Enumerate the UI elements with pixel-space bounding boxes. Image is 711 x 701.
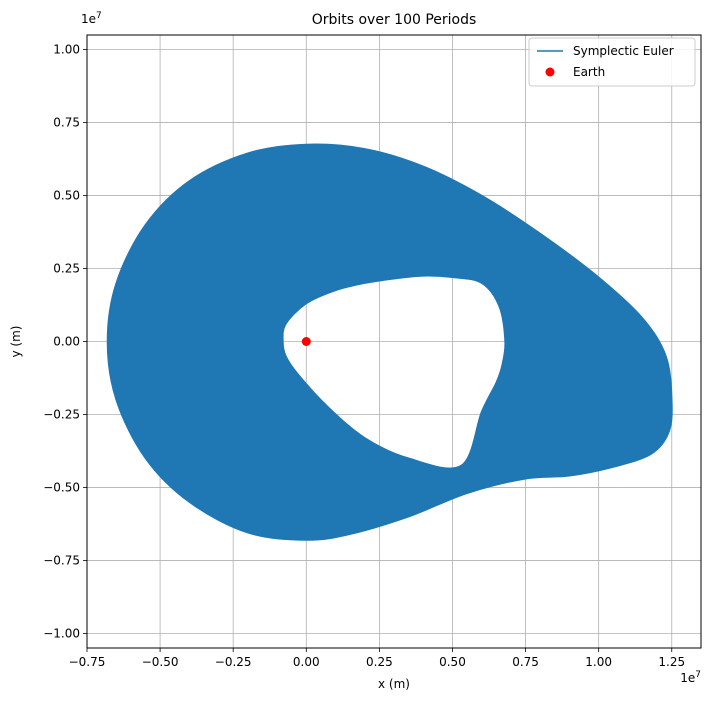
y-tick-label: 0.25 — [53, 262, 80, 276]
y-tick-label: −1.00 — [43, 626, 80, 640]
x-tick-label: −0.25 — [215, 655, 252, 669]
legend-earth-label: Earth — [573, 65, 605, 79]
y-axis-label: y (m) — [9, 326, 23, 358]
y-offset-label: 1e7 — [81, 11, 102, 26]
tick-marks: −0.75 −0.50 −0.25 0.00 0.25 0.50 0.75 1.00 1.25 1… — [43, 43, 685, 669]
orbit-band — [106, 143, 673, 541]
x-tick-label: −0.75 — [69, 655, 106, 669]
earth-marker — [301, 337, 311, 346]
x-tick-label: −0.50 — [142, 655, 179, 669]
axes-frame — [86, 34, 702, 649]
x-tick-label: 1.00 — [585, 655, 612, 669]
y-tick-label: −0.75 — [43, 553, 80, 567]
x-tick-label: 0.25 — [366, 655, 393, 669]
legend-orbit-label: Symplectic Euler — [573, 44, 674, 58]
x-tick-label: 0.00 — [293, 655, 320, 669]
y-tick-label: 0.50 — [53, 189, 80, 203]
y-tick-label: −0.50 — [43, 480, 80, 494]
y-tick-label: −0.25 — [43, 407, 80, 421]
x-axis-label: x (m) — [378, 677, 410, 691]
y-tick-label: 1.00 — [53, 43, 80, 57]
x-tick-label: 0.75 — [512, 655, 539, 669]
y-tick-label: 0.00 — [53, 335, 80, 349]
y-tick-label: 0.75 — [53, 116, 80, 130]
legend-earth-swatch — [545, 67, 555, 77]
plot-area — [106, 143, 673, 541]
x-tick-label: 0.50 — [439, 655, 466, 669]
chart-title: Orbits over 100 Periods — [312, 12, 477, 28]
legend-box — [528, 37, 696, 87]
x-offset-label: 1e7 — [680, 670, 701, 685]
x-tick-label: 1.25 — [658, 655, 685, 669]
legend: Symplectic Euler Earth — [528, 37, 696, 87]
